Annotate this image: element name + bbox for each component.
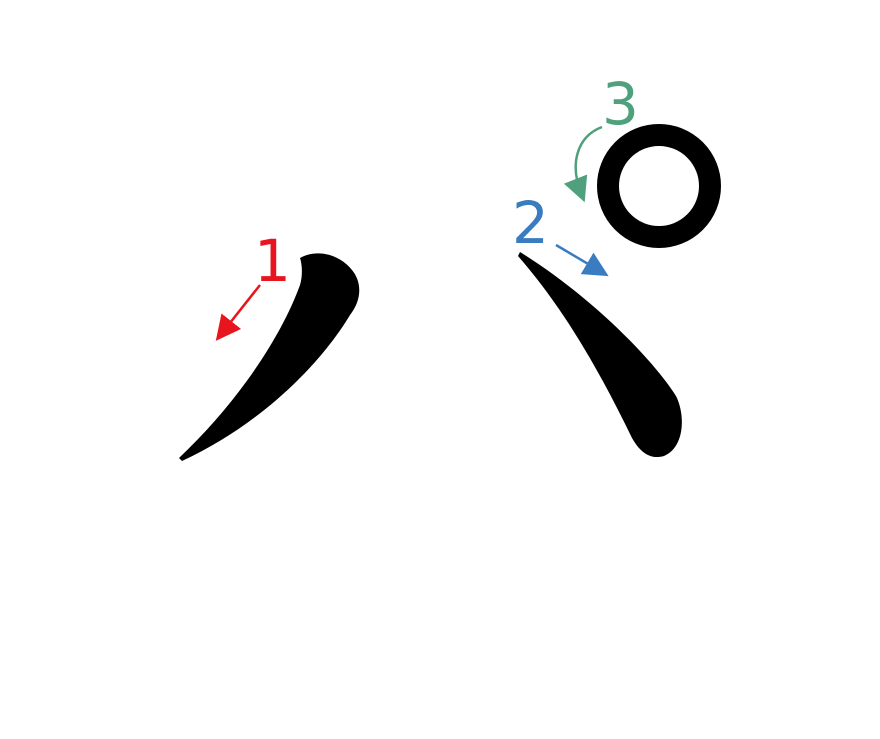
stroke-1-shape (179, 253, 360, 461)
stroke-2-annotation: 2 (512, 189, 609, 277)
character-glyph (179, 124, 721, 461)
stroke-2-arrow (555, 243, 609, 277)
stroke-3-number: 3 (602, 70, 639, 138)
stroke-2-shape (518, 252, 682, 458)
stroke-3-shape (597, 124, 721, 248)
stroke-1-arrow (215, 284, 261, 341)
stroke-1-annotation: 1 (215, 227, 291, 341)
stroke-3-arrow (563, 125, 603, 203)
stroke-1-number: 1 (254, 227, 291, 295)
stroke-3-annotation: 3 (563, 70, 639, 203)
stroke-2-number: 2 (512, 189, 549, 257)
